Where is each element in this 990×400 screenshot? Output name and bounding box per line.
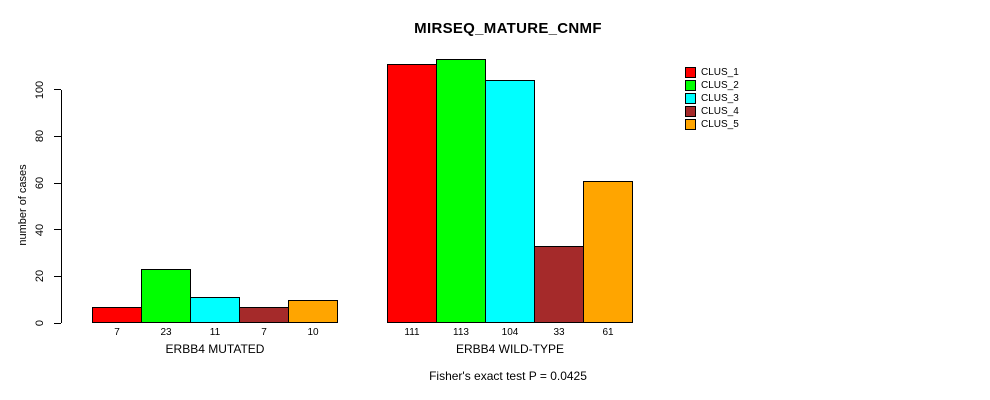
bar-value-label-clus_5-group2: 61 <box>602 327 614 338</box>
legend-label-clus_3: CLUS_3 <box>701 93 739 104</box>
chart-title: MIRSEQ_MATURE_CNMF <box>414 20 602 37</box>
legend-swatch-clus_2 <box>685 80 696 91</box>
bar-clus_1-group1 <box>92 307 142 323</box>
y-tick-100 <box>54 89 61 91</box>
bar-clus_4-group2 <box>534 246 584 323</box>
bar-value-label-clus_4-group1: 7 <box>261 327 267 338</box>
y-tick-label-60: 60 <box>34 176 46 190</box>
legend-item-clus_3: CLUS_3 <box>685 92 739 105</box>
legend-item-clus_2: CLUS_2 <box>685 79 739 92</box>
group-label-1: ERBB4 MUTATED <box>165 342 265 356</box>
legend-swatch-clus_3 <box>685 93 696 104</box>
legend: CLUS_1 CLUS_2 CLUS_3 CLUS_4 CLUS_5 <box>685 66 739 131</box>
bar-value-label-clus_2-group1: 23 <box>160 327 172 338</box>
bar-clus_5-group1 <box>288 300 338 323</box>
fisher-test-caption: Fisher's exact test P = 0.0425 <box>429 369 587 383</box>
bar-value-label-clus_1-group2: 111 <box>404 327 420 338</box>
y-tick-label-20: 20 <box>34 270 46 283</box>
y-tick-label-0: 0 <box>34 319 46 327</box>
legend-item-clus_5: CLUS_5 <box>685 118 739 131</box>
y-axis-title: number of cases <box>17 164 29 246</box>
legend-item-clus_4: CLUS_4 <box>685 105 739 118</box>
bar-clus_3-group2 <box>485 80 535 323</box>
y-tick-0 <box>54 322 61 324</box>
group-label-2: ERBB4 WILD-TYPE <box>455 342 565 356</box>
y-axis-line <box>61 90 62 323</box>
y-tick-label-100: 100 <box>34 80 46 99</box>
legend-swatch-clus_5 <box>685 119 696 130</box>
legend-label-clus_2: CLUS_2 <box>701 80 739 91</box>
legend-item-clus_1: CLUS_1 <box>685 66 739 79</box>
y-tick-80 <box>54 135 61 137</box>
bar-clus_3-group1 <box>190 297 240 323</box>
legend-swatch-clus_1 <box>685 67 696 78</box>
legend-label-clus_4: CLUS_4 <box>701 106 739 117</box>
bar-clus_1-group2 <box>387 64 437 323</box>
legend-label-clus_5: CLUS_5 <box>701 119 739 130</box>
bar-clus_5-group2 <box>583 181 633 323</box>
bar-value-label-clus_1-group1: 7 <box>114 327 120 338</box>
y-tick-60 <box>54 182 61 184</box>
bar-value-label-clus_3-group1: 11 <box>209 327 221 338</box>
y-tick-label-40: 40 <box>34 223 46 236</box>
legend-label-clus_1: CLUS_1 <box>701 67 739 78</box>
y-tick-40 <box>54 229 61 231</box>
bar-value-label-clus_3-group2: 104 <box>501 327 519 338</box>
bar-clus_4-group1 <box>239 307 289 323</box>
y-tick-20 <box>54 275 61 277</box>
y-tick-label-80: 80 <box>34 130 46 143</box>
legend-swatch-clus_4 <box>685 106 696 117</box>
bar-clus_2-group1 <box>141 269 191 323</box>
bar-value-label-clus_2-group2: 113 <box>453 327 469 338</box>
bar-value-label-clus_4-group2: 33 <box>553 327 565 338</box>
bar-clus_2-group2 <box>436 59 486 323</box>
bar-value-label-clus_5-group1: 10 <box>307 327 319 338</box>
